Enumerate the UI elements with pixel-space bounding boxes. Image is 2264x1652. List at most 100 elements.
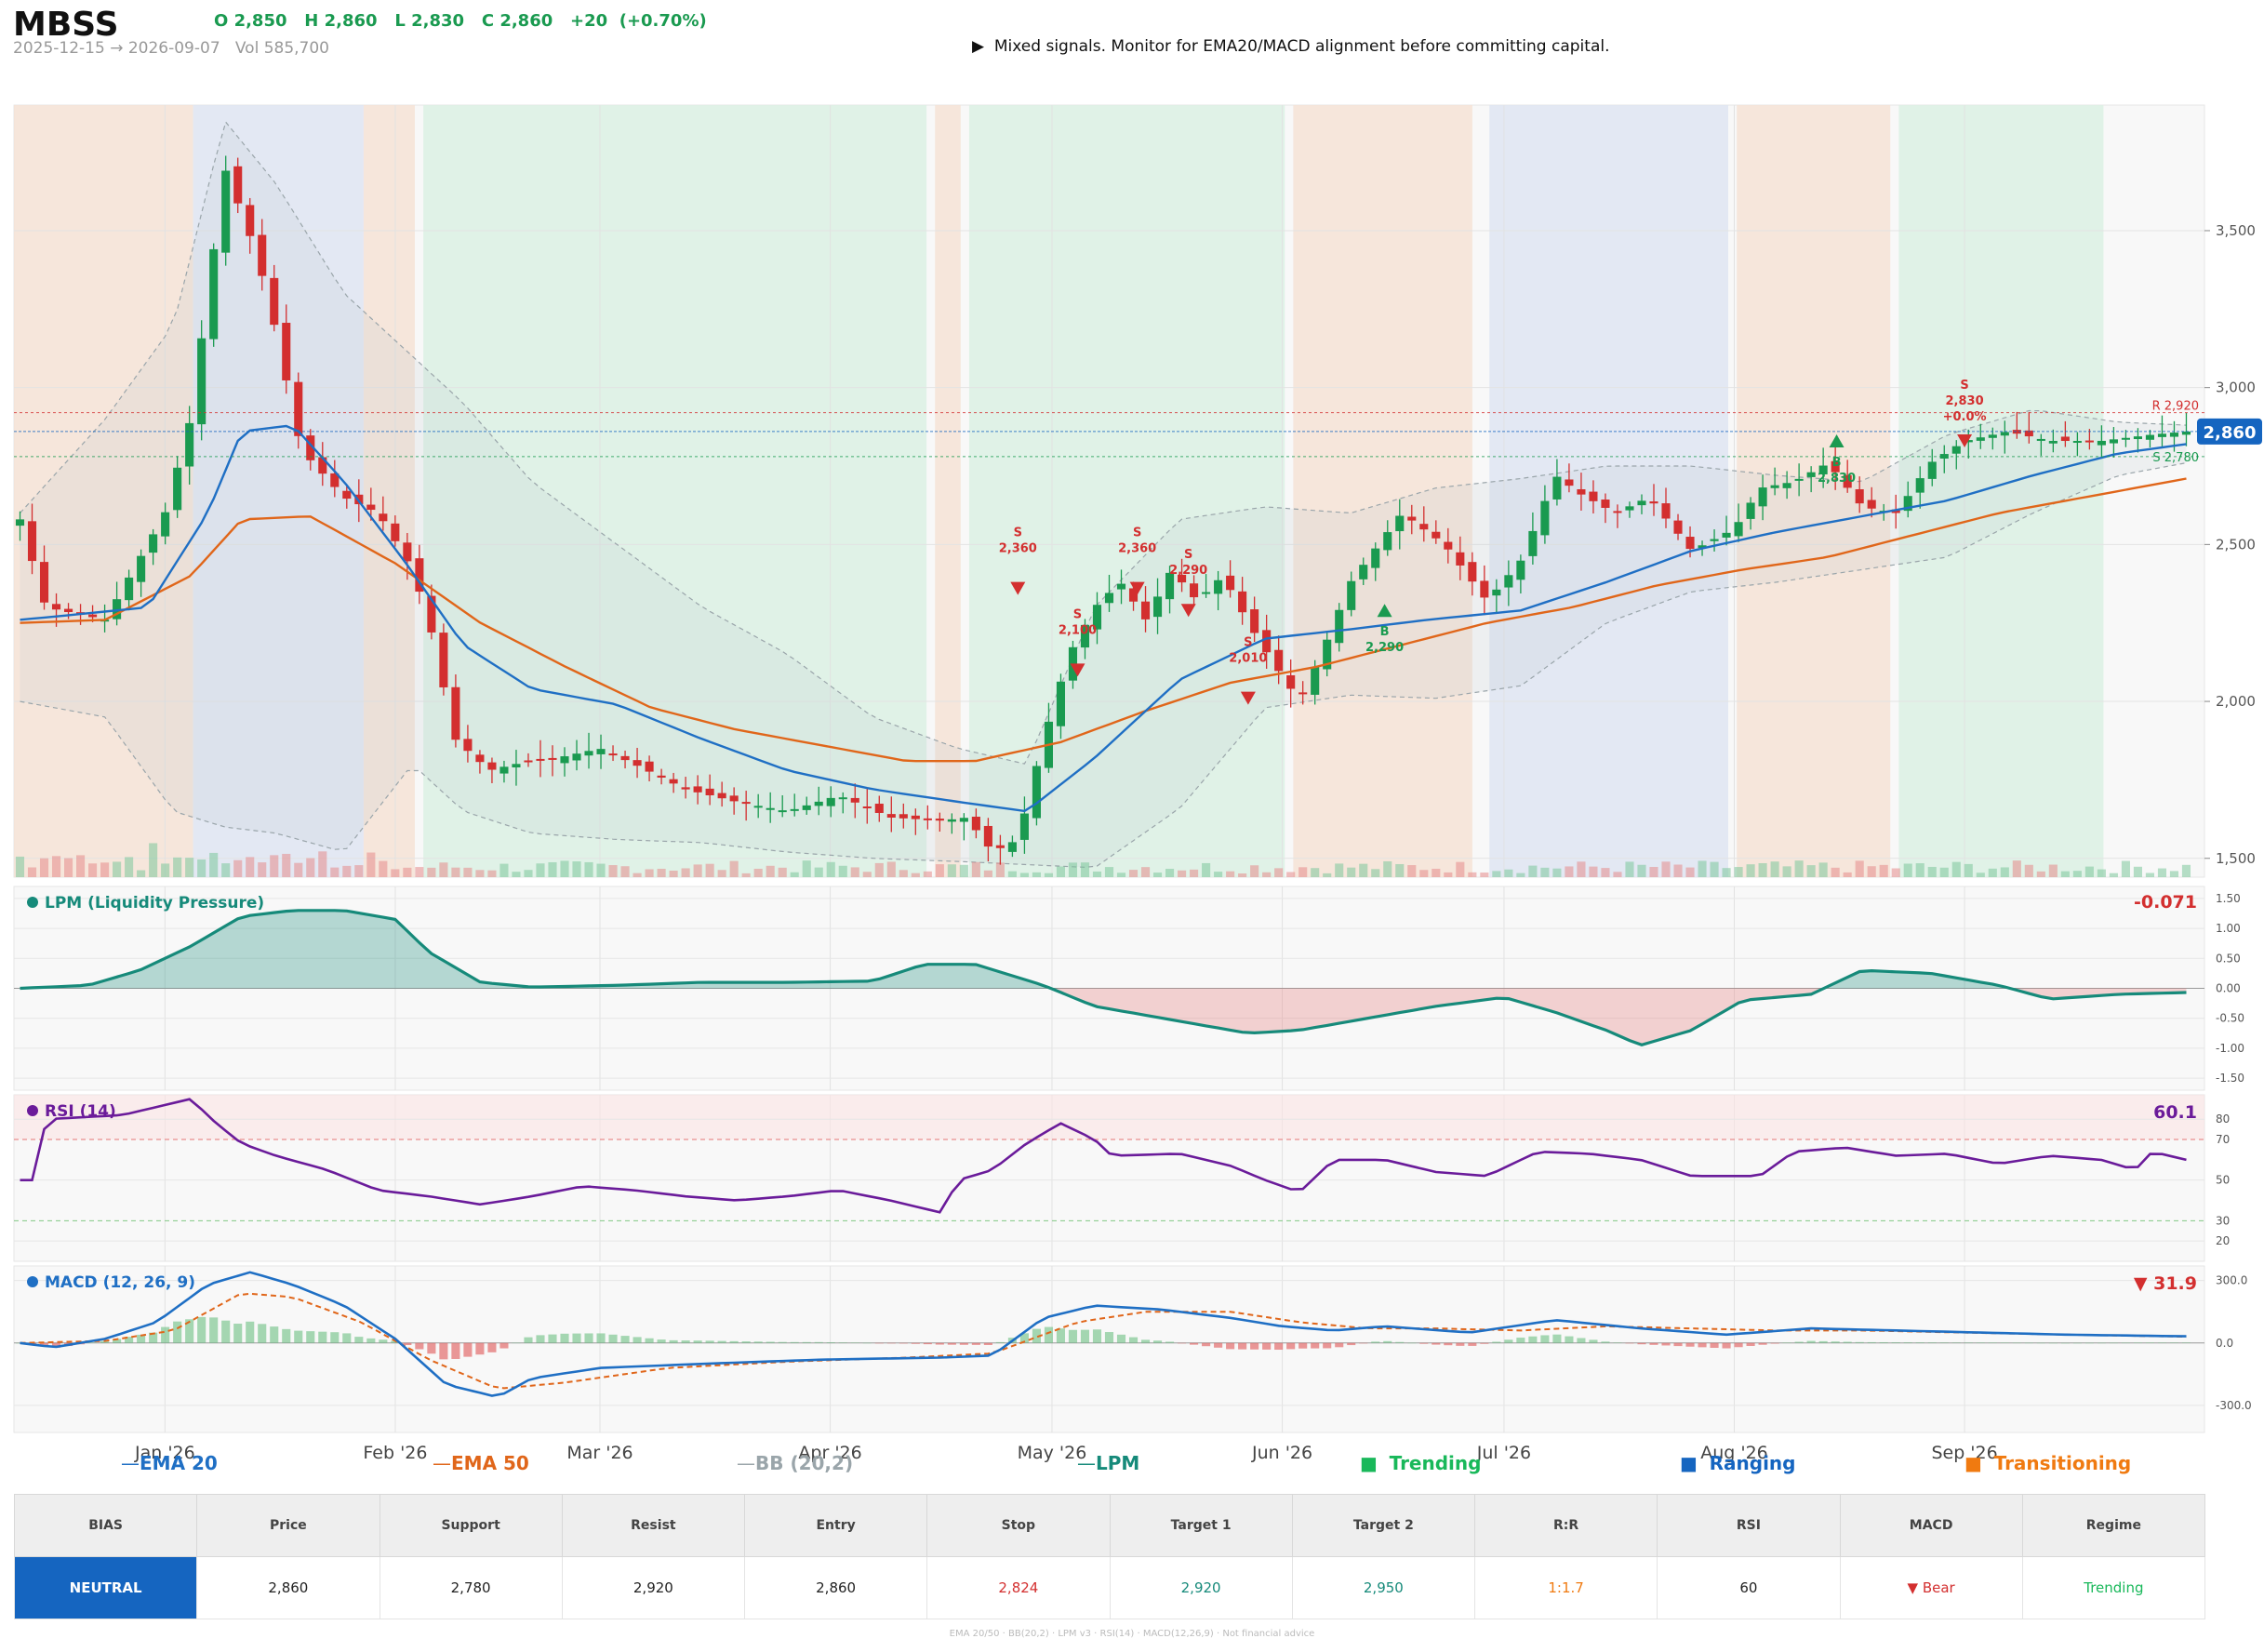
macd-histogram-bar — [1395, 1341, 1405, 1343]
macd-histogram-bar — [2121, 1342, 2130, 1344]
volume-bar — [1722, 868, 1731, 877]
lpm-title: LPM (Liquidity Pressure) — [45, 894, 264, 913]
macd-histogram-bar — [1178, 1342, 1187, 1344]
macd-histogram-bar — [2072, 1342, 2082, 1344]
volume-bar — [1528, 865, 1538, 877]
volume-bar — [1347, 867, 1356, 877]
macd-histogram-bar — [1746, 1342, 1755, 1346]
candle-body — [669, 779, 678, 784]
legend-marker: — — [1077, 1452, 1096, 1474]
sell-marker-label: S — [1073, 607, 1082, 621]
summary-value-price: 2,860 — [196, 1556, 380, 1619]
candle-body — [645, 761, 654, 772]
macd-histogram-bar — [1661, 1342, 1671, 1346]
summary-header-resist: Resist — [561, 1494, 746, 1557]
volume-bar — [705, 863, 714, 877]
candle-body — [1964, 440, 1973, 443]
volume-bar — [63, 858, 73, 877]
volume-bar — [2084, 866, 2094, 877]
volume-bar — [729, 860, 739, 877]
sell-marker-price: 2,830 — [1946, 394, 1984, 408]
summary-header-r-r: R:R — [1473, 1494, 1658, 1557]
macd-histogram-bar — [923, 1342, 932, 1345]
sell-marker-price: 2,100 — [1059, 623, 1097, 637]
macd-histogram-bar — [1335, 1342, 1344, 1348]
macd-histogram-bar — [2024, 1342, 2033, 1344]
macd-histogram-bar — [886, 1342, 896, 1344]
candle-body — [2048, 441, 2058, 444]
macd-histogram-bar — [1601, 1341, 1610, 1343]
macd-histogram-bar — [1190, 1342, 1199, 1345]
sell-marker-label: S — [1184, 548, 1192, 562]
candle-body — [1661, 503, 1671, 519]
volume-bar — [221, 863, 231, 877]
resistance-label: R 2,920 — [2152, 400, 2199, 414]
macd-histogram-bar — [1988, 1342, 1997, 1343]
macd-histogram-bar — [1383, 1340, 1392, 1343]
macd-histogram-bar — [2084, 1342, 2094, 1344]
macd-histogram-bar — [995, 1341, 1005, 1343]
candle-body — [1565, 479, 1574, 486]
macd-histogram-bar — [1625, 1342, 1634, 1344]
volume-bar — [1092, 871, 1102, 877]
volume-bar — [1770, 861, 1779, 877]
macd-histogram-bar — [1056, 1328, 1066, 1343]
macd-histogram-bar — [1274, 1342, 1284, 1351]
candle-body — [1673, 520, 1683, 534]
candle-body — [306, 435, 315, 460]
candle-body — [1019, 813, 1029, 840]
volume-bar — [1601, 868, 1610, 877]
macd-histogram-bar — [1758, 1342, 1767, 1345]
macd-histogram-bar — [100, 1340, 110, 1343]
rsi-title: RSI (14) — [45, 1102, 116, 1121]
volume-bar — [1323, 873, 1332, 877]
candle-body — [1734, 522, 1743, 537]
volume-bar — [2000, 867, 2009, 877]
macd-histogram-bar — [899, 1342, 908, 1344]
legend-item-trending: ■ Trending — [1360, 1452, 1481, 1474]
macd-histogram-bar — [2000, 1342, 2009, 1344]
macd-histogram-bar — [342, 1333, 352, 1343]
candle-body — [693, 786, 702, 793]
legend-item-transitioning: ■ Transitioning — [1964, 1452, 2131, 1474]
candle-body — [1552, 476, 1562, 500]
macd-histogram-bar — [1613, 1342, 1622, 1343]
macd-histogram-bar — [391, 1340, 400, 1343]
macd-histogram-bar — [1128, 1337, 1139, 1343]
volume-bar — [596, 863, 606, 877]
macd-histogram-bar — [1068, 1329, 1078, 1343]
volume-bar — [1673, 864, 1683, 877]
sell-marker-pct: +0.0% — [1943, 410, 1987, 424]
candle-body — [137, 555, 146, 582]
macd-histogram-bar — [850, 1342, 859, 1343]
volume-bar — [1298, 867, 1308, 877]
macd-histogram-bar — [584, 1333, 593, 1343]
volume-bar — [1649, 867, 1658, 877]
candle-body — [681, 787, 690, 790]
macd-histogram-bar — [1867, 1341, 1876, 1343]
candle-body — [886, 814, 896, 818]
volume-bar — [1867, 866, 1876, 877]
lpm-axis-label: -1.50 — [2216, 1072, 2244, 1085]
candle-body — [524, 760, 533, 763]
candle-body — [947, 819, 956, 822]
volume-bar — [1262, 872, 1272, 877]
candle-body — [1407, 516, 1417, 521]
summary-value-r-r: 1:1.7 — [1473, 1556, 1658, 1619]
volume-bar — [125, 857, 134, 877]
candle-body — [475, 754, 485, 763]
macd-histogram-bar — [838, 1342, 847, 1343]
volume-bar — [306, 858, 315, 877]
volume-bar — [2036, 871, 2045, 877]
candle-body — [487, 762, 497, 770]
candle-body — [1504, 575, 1513, 588]
macd-histogram-bar — [1140, 1339, 1151, 1343]
macd-histogram-bar — [802, 1341, 811, 1343]
macd-title: MACD (12, 26, 9) — [45, 1273, 195, 1292]
volume-bar — [2060, 871, 2070, 877]
volume-bar — [899, 870, 908, 877]
candle-body — [802, 805, 811, 810]
candle-body — [729, 795, 739, 802]
volume-bar — [1843, 872, 1852, 877]
legend-marker: — — [433, 1452, 451, 1474]
